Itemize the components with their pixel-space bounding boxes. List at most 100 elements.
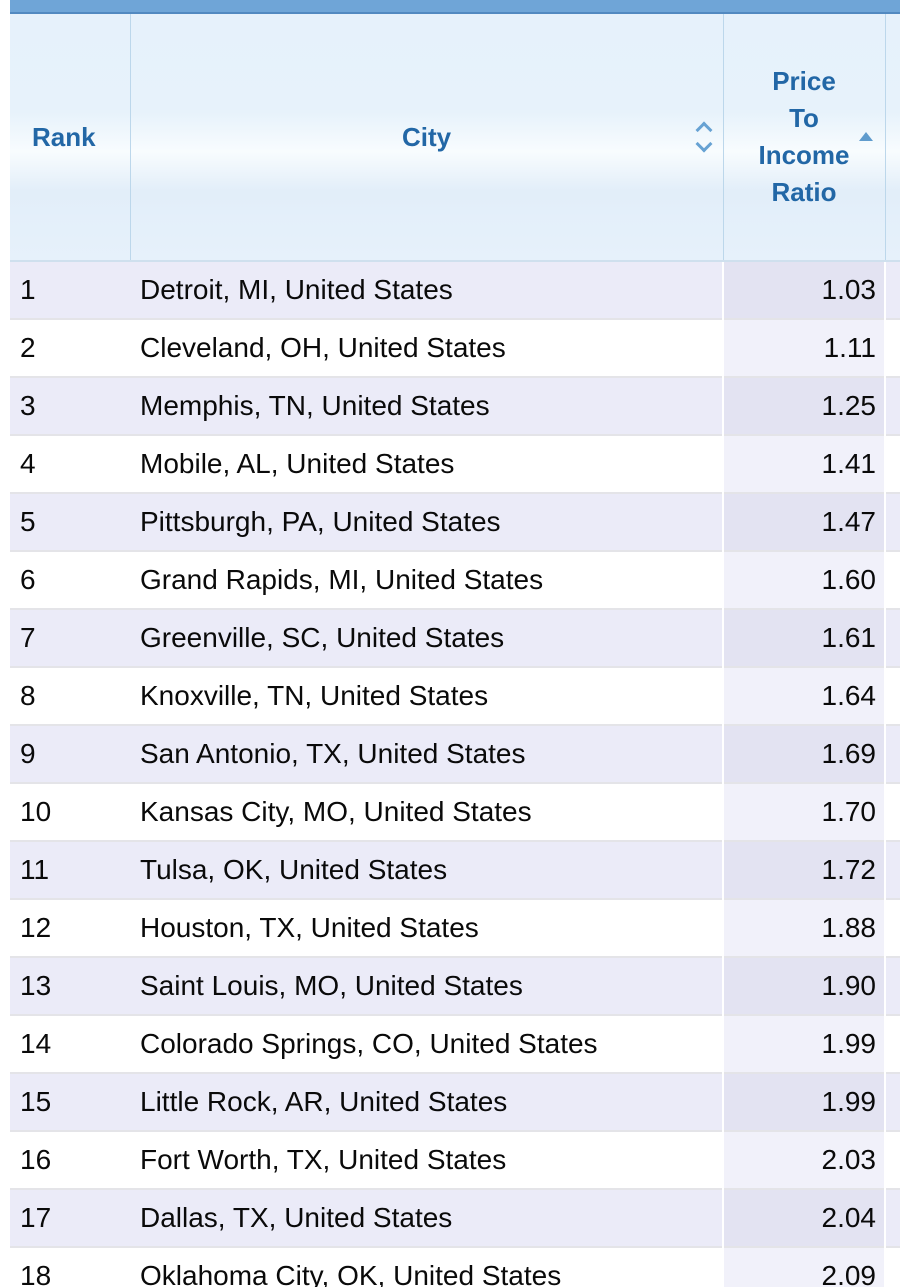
table-row: 16 Fort Worth, TX, United States 2.03: [10, 1131, 900, 1189]
rank-cell: 7: [20, 622, 36, 653]
stub-cell: [884, 1131, 900, 1189]
city-cell: Cleveland, OH, United States: [140, 332, 506, 363]
table-row: 18 Oklahoma City, OK, United States 2.09: [10, 1247, 900, 1287]
table-row: 2 Cleveland, OH, United States 1.11: [10, 319, 900, 377]
rank-cell: 11: [20, 854, 50, 885]
rank-cell: 1: [20, 274, 36, 305]
rank-cell: 6: [20, 564, 36, 595]
city-cell: Knoxville, TN, United States: [140, 680, 489, 711]
stub-cell: [884, 957, 900, 1015]
rank-cell: 17: [20, 1202, 52, 1233]
header-row: Rank City Price To Income Ratio: [10, 14, 900, 262]
table-row: 11 Tulsa, OK, United States 1.72: [10, 841, 900, 899]
stub-cell: [884, 1189, 900, 1247]
rank-cell: 8: [20, 680, 36, 711]
rank-cell: 14: [20, 1028, 52, 1059]
table-row: 14 Colorado Springs, CO, United States 1.9…: [10, 1015, 900, 1073]
ratio-cell: 1.70: [722, 783, 885, 841]
stub-cell: [884, 261, 900, 319]
city-cell: Fort Worth, TX, United States: [140, 1144, 507, 1175]
rank-cell: 12: [20, 912, 52, 943]
city-cell: Grand Rapids, MI, United States: [140, 564, 544, 595]
table-body: 1 Detroit, MI, United States 1.03 2 Clevelan…: [10, 261, 900, 1287]
ratio-cell: 1.99: [722, 1015, 885, 1073]
table-row: 10 Kansas City, MO, United States 1.70: [10, 783, 900, 841]
stub-cell: [884, 377, 900, 435]
ratio-cell: 1.61: [722, 609, 885, 667]
stub-cell: [884, 319, 900, 377]
stub-cell: [884, 667, 900, 725]
city-cell: Kansas City, MO, United States: [140, 796, 532, 827]
table-row: 12 Houston, TX, United States 1.88: [10, 899, 900, 957]
city-cell: Mobile, AL, United States: [140, 448, 455, 479]
table-row: 1 Detroit, MI, United States 1.03: [10, 261, 900, 319]
rank-cell: 15: [20, 1086, 52, 1117]
column-header-city[interactable]: City: [129, 14, 723, 262]
sort-ascending-icon: [858, 132, 873, 141]
stub-cell: [884, 1073, 900, 1131]
stub-cell: [884, 899, 900, 957]
stub-cell: [884, 1247, 900, 1287]
column-header-next-column-stub: [884, 14, 900, 262]
stub-cell: [884, 725, 900, 783]
rank-cell: 5: [20, 506, 36, 537]
ratio-cell: 2.03: [722, 1131, 885, 1189]
stub-cell: [884, 609, 900, 667]
table-row: 8 Knoxville, TN, United States 1.64: [10, 667, 900, 725]
city-cell: Saint Louis, MO, United States: [140, 970, 523, 1001]
table-row: 9 San Antonio, TX, United States 1.69: [10, 725, 900, 783]
ratio-cell: 2.04: [722, 1189, 885, 1247]
city-cell: Little Rock, AR, United States: [140, 1086, 508, 1117]
stub-cell: [884, 1015, 900, 1073]
ratio-cell: 2.09: [722, 1247, 885, 1287]
column-header-price-to-income-ratio[interactable]: Price To Income Ratio: [722, 14, 885, 262]
table-row: 6 Grand Rapids, MI, United States 1.60: [10, 551, 900, 609]
rankings-table-viewport: Rank City Price To Income Ratio 1 Detroit…: [10, 0, 900, 1287]
stub-cell: [884, 493, 900, 551]
city-cell: Memphis, TN, United States: [140, 390, 490, 421]
sort-both-icon: [695, 121, 712, 153]
table-row: 7 Greenville, SC, United States 1.61: [10, 609, 900, 667]
table-row: 5 Pittsburgh, PA, United States 1.47: [10, 493, 900, 551]
city-cell: Pittsburgh, PA, United States: [140, 506, 501, 537]
price-to-income-rankings-table: Rank City Price To Income Ratio 1 Detroit…: [10, 14, 900, 1287]
rank-header-label: Rank: [32, 121, 96, 152]
stub-cell: [884, 841, 900, 899]
city-header-label: City: [401, 121, 452, 152]
table-row: 3 Memphis, TN, United States 1.25: [10, 377, 900, 435]
city-cell: Colorado Springs, CO, United States: [140, 1028, 598, 1059]
city-cell: Dallas, TX, United States: [140, 1202, 453, 1233]
ratio-cell: 1.47: [722, 493, 885, 551]
ratio-cell: 1.69: [722, 725, 885, 783]
city-cell: Oklahoma City, OK, United States: [140, 1260, 562, 1287]
column-header-rank: Rank: [10, 14, 130, 262]
table-row: 15 Little Rock, AR, United States 1.99: [10, 1073, 900, 1131]
city-cell: Detroit, MI, United States: [140, 274, 453, 305]
ratio-cell: 1.99: [722, 1073, 885, 1131]
ratio-cell: 1.60: [722, 551, 885, 609]
rank-cell: 4: [20, 448, 36, 479]
ratio-cell: 1.25: [722, 377, 885, 435]
ratio-cell: 1.90: [722, 957, 885, 1015]
rank-cell: 10: [20, 796, 52, 827]
rankings-table-inner: Rank City Price To Income Ratio 1 Detroit…: [10, 0, 900, 1287]
rank-cell: 16: [20, 1144, 52, 1175]
rank-cell: 2: [20, 332, 36, 363]
ratio-header-label: Price To Income Ratio: [758, 66, 850, 207]
stub-cell: [884, 551, 900, 609]
ratio-cell: 1.41: [722, 435, 885, 493]
ratio-cell: 1.11: [722, 319, 885, 377]
stub-cell: [884, 435, 900, 493]
rank-cell: 3: [20, 390, 36, 421]
stub-cell: [884, 783, 900, 841]
table-row: 4 Mobile, AL, United States 1.41: [10, 435, 900, 493]
rank-cell: 18: [20, 1260, 52, 1287]
rank-cell: 13: [20, 970, 52, 1001]
ratio-cell: 1.72: [722, 841, 885, 899]
city-cell: Greenville, SC, United States: [140, 622, 505, 653]
table-top-bar: [10, 0, 900, 14]
rank-cell: 9: [20, 738, 36, 769]
ratio-cell: 1.88: [722, 899, 885, 957]
ratio-cell: 1.03: [722, 261, 885, 319]
city-cell: Houston, TX, United States: [140, 912, 479, 943]
